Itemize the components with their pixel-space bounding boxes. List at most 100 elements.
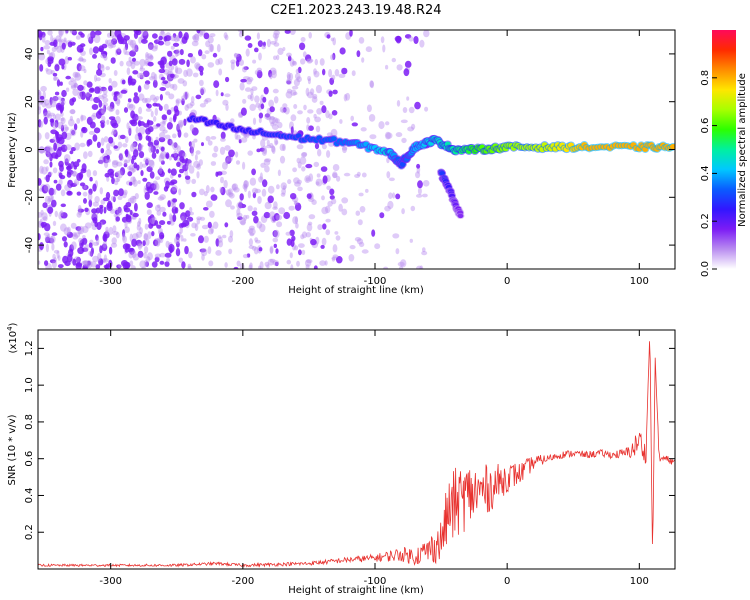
noise-speckle xyxy=(131,238,138,247)
noise-speckle xyxy=(160,146,165,152)
noise-speckle xyxy=(104,39,109,45)
noise-speckle xyxy=(210,186,215,193)
noise-speckle xyxy=(42,216,48,222)
noise-speckle xyxy=(326,34,331,39)
noise-speckle xyxy=(305,163,313,169)
noise-speckle xyxy=(80,131,84,138)
noise-speckle xyxy=(69,109,76,114)
noise-speckle xyxy=(290,89,297,96)
noise-speckle xyxy=(158,227,163,234)
noise-speckle xyxy=(424,106,429,112)
noise-speckle xyxy=(134,60,140,66)
x-tick-label: 100 xyxy=(630,576,649,587)
noise-speckle xyxy=(141,163,147,168)
noise-speckle xyxy=(64,260,71,267)
noise-speckle xyxy=(57,38,64,43)
noise-speckle xyxy=(83,185,87,190)
noise-speckle xyxy=(419,39,425,48)
noise-speckle xyxy=(55,183,62,191)
noise-speckle xyxy=(248,264,253,269)
noise-speckle xyxy=(294,201,299,206)
colorbar-label: Normalized spectral amplitude xyxy=(737,73,748,227)
noise-speckle xyxy=(350,115,355,122)
noise-speckle xyxy=(320,166,328,172)
noise-speckle xyxy=(328,90,333,97)
noise-speckle xyxy=(249,177,257,186)
noise-speckle xyxy=(154,107,158,116)
noise-speckle xyxy=(131,250,137,259)
noise-speckle xyxy=(271,70,277,79)
noise-speckle xyxy=(212,52,218,58)
noise-speckle xyxy=(248,238,253,247)
noise-speckle xyxy=(48,112,56,117)
noise-speckle xyxy=(158,166,163,175)
noise-speckle xyxy=(149,94,156,101)
noise-speckle xyxy=(147,231,152,240)
noise-speckle xyxy=(108,136,114,144)
noise-speckle xyxy=(314,116,321,123)
noise-speckle xyxy=(374,243,381,250)
noise-speckle xyxy=(275,214,283,221)
noise-speckle xyxy=(195,94,202,100)
spectrogram-y-axis: -40 -20 0 20 40 xyxy=(24,48,675,253)
noise-speckle xyxy=(49,161,53,168)
noise-speckle xyxy=(77,205,82,213)
noise-speckle xyxy=(240,137,248,143)
noise-speckle xyxy=(159,232,165,240)
noise-speckle xyxy=(76,117,81,124)
noise-speckle xyxy=(44,235,51,242)
noise-speckle xyxy=(160,30,165,35)
noise-speckle xyxy=(199,86,206,95)
noise-speckle xyxy=(113,189,120,197)
noise-speckle xyxy=(249,103,256,111)
noise-speckle xyxy=(167,168,171,174)
noise-speckle xyxy=(224,145,231,151)
noise-speckle xyxy=(159,252,167,258)
noise-speckle xyxy=(332,171,338,179)
noise-speckle xyxy=(170,179,178,185)
noise-speckle xyxy=(301,152,308,157)
noise-speckle xyxy=(259,172,263,181)
noise-speckle xyxy=(201,54,207,60)
snr-y-scale-exponent: 4 xyxy=(6,326,14,331)
noise-speckle xyxy=(158,35,163,41)
noise-speckle xyxy=(76,191,82,196)
noise-speckle xyxy=(286,80,292,85)
noise-speckle xyxy=(97,62,102,71)
noise-speckle xyxy=(173,150,178,158)
noise-speckle xyxy=(43,45,51,50)
noise-speckle xyxy=(299,156,307,165)
noise-speckle xyxy=(50,129,58,135)
noise-speckle xyxy=(169,83,175,89)
noise-speckle xyxy=(46,110,51,117)
noise-speckle xyxy=(52,114,57,120)
noise-speckle xyxy=(139,72,144,78)
noise-speckle xyxy=(51,96,58,103)
noise-speckle xyxy=(273,213,280,221)
noise-speckle xyxy=(272,237,279,243)
noise-speckle xyxy=(77,91,83,100)
noise-speckle xyxy=(129,209,133,216)
noise-speckle xyxy=(138,217,142,225)
noise-speckle xyxy=(402,107,408,113)
noise-speckle xyxy=(172,33,177,38)
noise-speckle xyxy=(190,233,196,237)
noise-speckle xyxy=(51,46,57,53)
noise-speckle xyxy=(215,58,221,66)
noise-speckle xyxy=(317,224,323,231)
noise-speckle xyxy=(96,77,101,82)
noise-speckle xyxy=(92,134,98,142)
noise-speckle xyxy=(51,199,57,208)
noise-speckle xyxy=(267,258,275,266)
noise-speckle xyxy=(71,241,77,250)
noise-speckle xyxy=(94,30,102,36)
noise-speckle xyxy=(38,212,43,218)
noise-speckle xyxy=(244,87,252,92)
noise-speckle xyxy=(306,193,312,200)
noise-speckle xyxy=(153,116,157,122)
noise-speckle xyxy=(46,114,53,119)
noise-speckle xyxy=(178,257,184,263)
noise-speckle xyxy=(243,76,251,80)
noise-speckle xyxy=(305,87,310,97)
noise-speckle xyxy=(249,232,255,237)
